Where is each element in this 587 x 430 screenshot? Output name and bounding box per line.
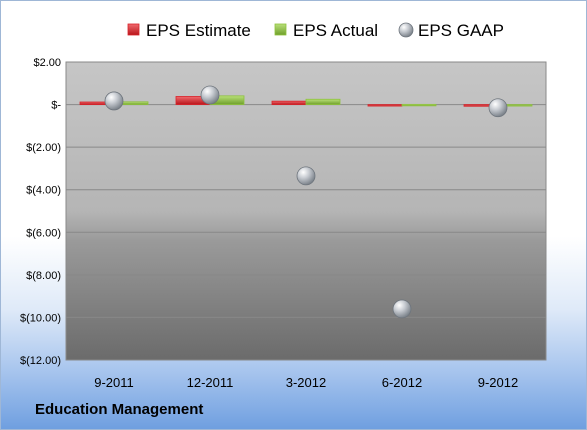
y-axis-ticks: $2.00 $- $(2.00) $(4.00) $(6.00) $(8.00) $(10.… [20,57,61,367]
legend-label: EPS Estimate [146,21,251,40]
legend-label: EPS GAAP [418,21,504,40]
y-tick-label: $(10.00) [20,312,61,324]
y-tick-label: $(2.00) [26,142,61,154]
bar-eps-actual [401,103,437,107]
x-tick-label: 12-2011 [187,375,234,390]
legend-marker-eps-actual [274,23,287,36]
y-tick-label: $2.00 [33,57,61,69]
x-tick-label: 6-2012 [382,375,422,390]
point-eps-gaap [296,166,316,186]
chart-footer-title: Education Management [35,401,204,418]
y-tick-label: $- [51,100,61,112]
x-axis-ticks: 9-2011 12-2011 3-2012 6-2012 9-2012 [94,375,518,390]
point-eps-gaap [200,85,220,105]
y-tick-label: $(6.00) [26,227,61,239]
y-tick-label: $(12.00) [20,355,61,367]
x-tick-label: 9-2011 [94,375,134,390]
scatter-series [104,85,508,319]
legend: EPS Estimate EPS Actual EPS GAAP [127,21,504,40]
point-eps-gaap [104,91,124,111]
point-eps-gaap [488,98,508,118]
bar-eps-actual [305,98,341,105]
bar-eps-estimate [367,104,403,107]
y-tick-label: $(8.00) [26,270,61,282]
x-tick-label: 3-2012 [286,375,326,390]
point-eps-gaap [392,299,412,319]
plot-area [65,61,547,361]
legend-marker-eps-gaap [398,22,414,38]
bar-eps-estimate [271,100,307,105]
y-tick-label: $(4.00) [26,185,61,197]
legend-label: EPS Actual [293,21,378,40]
x-tick-label: 9-2012 [478,375,518,390]
legend-marker-eps-estimate [127,23,140,36]
bar-series [79,95,533,107]
